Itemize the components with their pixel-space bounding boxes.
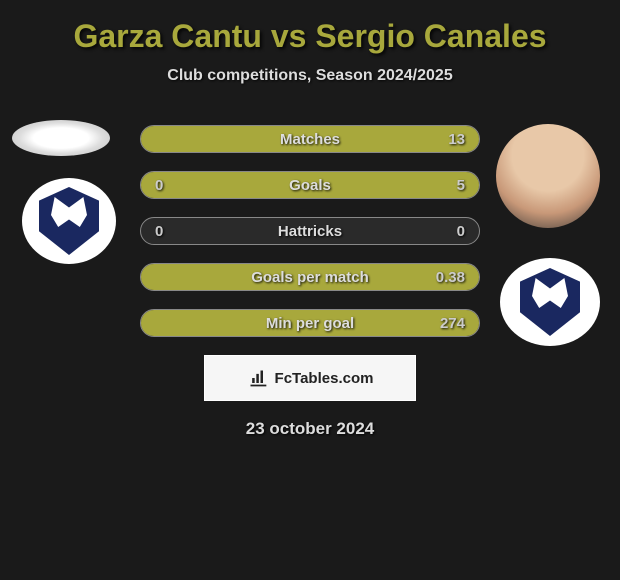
comparison-card: Garza Cantu vs Sergio Canales Club compe… [0, 0, 620, 449]
stat-p1-value: 0 [141, 223, 201, 240]
competition-subtitle: Club competitions, Season 2024/2025 [0, 67, 620, 85]
stat-p2-value: 0 [419, 223, 479, 240]
stat-row: Min per goal 274 [140, 309, 480, 337]
chart-icon [247, 368, 269, 388]
crest-icon [520, 268, 580, 336]
player1-club-logo [22, 178, 116, 264]
stats-block: Matches 13 0 Goals 5 0 Hattricks 0 Goals… [140, 125, 480, 337]
player1-avatar [12, 120, 110, 156]
stat-p2-value: 274 [419, 315, 479, 332]
snapshot-date: 23 october 2024 [0, 419, 620, 439]
player2-avatar [496, 124, 600, 228]
player2-club-logo [500, 258, 600, 346]
watermark-text: FcTables.com [275, 370, 374, 387]
crest-icon [39, 187, 99, 255]
stat-p2-value: 0.38 [419, 269, 479, 286]
page-title: Garza Cantu vs Sergio Canales [0, 18, 620, 55]
stat-p2-value: 5 [419, 177, 479, 194]
stat-label: Hattricks [201, 223, 419, 240]
stat-p1-value: 0 [141, 177, 201, 194]
stat-label: Matches [201, 131, 419, 148]
stat-label: Goals [201, 177, 419, 194]
stat-label: Min per goal [201, 315, 419, 332]
stat-p2-value: 13 [419, 131, 479, 148]
stat-label: Goals per match [201, 269, 419, 286]
stat-row: 0 Goals 5 [140, 171, 480, 199]
stat-row: 0 Hattricks 0 [140, 217, 480, 245]
fctables-watermark: FcTables.com [204, 355, 416, 401]
stat-row: Goals per match 0.38 [140, 263, 480, 291]
stat-row: Matches 13 [140, 125, 480, 153]
